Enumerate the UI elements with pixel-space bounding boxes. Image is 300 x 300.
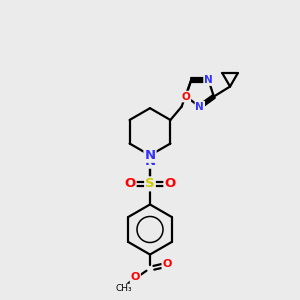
Text: N: N (196, 102, 204, 112)
Text: N: N (144, 149, 156, 162)
Text: N: N (144, 155, 156, 168)
Text: CH₃: CH₃ (116, 284, 132, 293)
Text: O: O (124, 177, 136, 190)
Text: S: S (145, 177, 155, 190)
Text: N: N (204, 75, 213, 85)
Text: O: O (164, 177, 175, 190)
Text: O: O (162, 259, 172, 269)
Text: O: O (130, 272, 140, 283)
Text: O: O (182, 92, 190, 101)
